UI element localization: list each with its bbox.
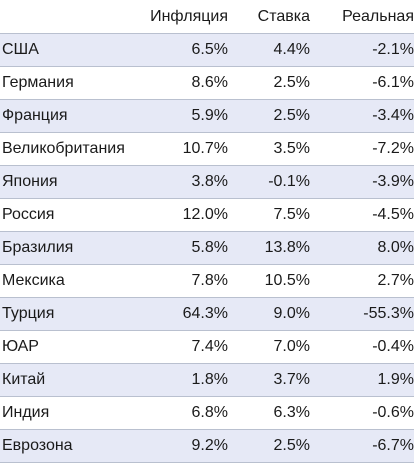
cell-rate: 10.5% — [264, 272, 310, 289]
cell-real: -2.1% — [372, 41, 414, 58]
cell-real: -0.4% — [372, 338, 414, 355]
cell-country: Франция — [2, 107, 68, 124]
header-row: Инфляция Ставка Реальная — [0, 0, 414, 34]
cell-country: Турция — [2, 305, 55, 322]
cell-rate: 4.4% — [273, 41, 310, 58]
cell-country: ЮАР — [2, 338, 39, 355]
cell-country: Япония — [2, 173, 58, 190]
table-row: Франция 5.9% 2.5% -3.4% — [0, 99, 414, 133]
table-row: Германия 8.6% 2.5% -6.1% — [0, 66, 414, 100]
cell-real: 8.0% — [377, 239, 414, 256]
cell-inflation: 7.8% — [191, 272, 228, 289]
cell-country: Китай — [2, 371, 46, 388]
table-row: Турция 64.3% 9.0% -55.3% — [0, 297, 414, 331]
table-row: ЮАР 7.4% 7.0% -0.4% — [0, 330, 414, 364]
cell-country: Мексика — [2, 272, 65, 289]
table-row: Еврозона 9.2% 2.5% -6.7% — [0, 429, 414, 463]
cell-rate: 6.3% — [273, 404, 310, 421]
cell-inflation: 64.3% — [182, 305, 228, 322]
header-real: Реальная — [310, 0, 414, 34]
cell-rate: 2.5% — [273, 74, 310, 91]
cell-inflation: 12.0% — [182, 206, 228, 223]
cell-inflation: 10.7% — [182, 140, 228, 157]
table-row: США 6.5% 4.4% -2.1% — [0, 33, 414, 67]
cell-real: -4.5% — [372, 206, 414, 223]
cell-rate: 2.5% — [273, 437, 310, 454]
cell-rate: 7.5% — [273, 206, 310, 223]
cell-inflation: 7.4% — [191, 338, 228, 355]
cell-rate: 13.8% — [264, 239, 310, 256]
cell-real: -0.6% — [372, 404, 414, 421]
table-row: Япония 3.8% -0.1% -3.9% — [0, 165, 414, 199]
cell-country: Россия — [2, 206, 55, 223]
cell-rate: 3.7% — [273, 371, 310, 388]
cell-real: -55.3% — [363, 305, 414, 322]
table-header: Инфляция Ставка Реальная — [0, 0, 414, 34]
header-country — [0, 0, 140, 34]
cell-rate: 7.0% — [273, 338, 310, 355]
cell-real: 1.9% — [377, 371, 414, 388]
cell-inflation: 1.8% — [191, 371, 228, 388]
cell-real: -6.1% — [372, 74, 414, 91]
cell-country: Индия — [2, 404, 50, 421]
cell-country: Бразилия — [2, 239, 74, 256]
cell-real: -6.7% — [372, 437, 414, 454]
cell-inflation: 5.8% — [191, 239, 228, 256]
table-row: Мексика 7.8% 10.5% 2.7% — [0, 264, 414, 298]
cell-rate: 2.5% — [273, 107, 310, 124]
cell-rate: 3.5% — [273, 140, 310, 157]
cell-country: Еврозона — [2, 437, 73, 454]
table-row: Китай 1.8% 3.7% 1.9% — [0, 363, 414, 397]
table-body: США 6.5% 4.4% -2.1% Германия 8.6% 2.5% -6.1% Фра… — [0, 33, 414, 463]
cell-real: -7.2% — [372, 140, 414, 157]
cell-inflation: 6.5% — [191, 41, 228, 58]
cell-real: 2.7% — [377, 272, 414, 289]
table-row: Россия 12.0% 7.5% -4.5% — [0, 198, 414, 232]
header-rate: Ставка — [228, 0, 310, 34]
header-inflation: Инфляция — [140, 0, 228, 34]
cell-inflation: 6.8% — [191, 404, 228, 421]
cell-inflation: 3.8% — [191, 173, 228, 190]
cell-rate: 9.0% — [273, 305, 310, 322]
cell-real: -3.9% — [372, 173, 414, 190]
cell-inflation: 5.9% — [191, 107, 228, 124]
cell-real: -3.4% — [372, 107, 414, 124]
table-row: Индия 6.8% 6.3% -0.6% — [0, 396, 414, 430]
table-row: Бразилия 5.8% 13.8% 8.0% — [0, 231, 414, 265]
cell-inflation: 9.2% — [191, 437, 228, 454]
table-row: Великобритания 10.7% 3.5% -7.2% — [0, 132, 414, 166]
cell-inflation: 8.6% — [191, 74, 228, 91]
cell-country: Великобритания — [2, 140, 125, 157]
cell-country: Германия — [2, 74, 74, 91]
cell-country: США — [2, 41, 39, 58]
cell-rate: -0.1% — [268, 173, 310, 190]
